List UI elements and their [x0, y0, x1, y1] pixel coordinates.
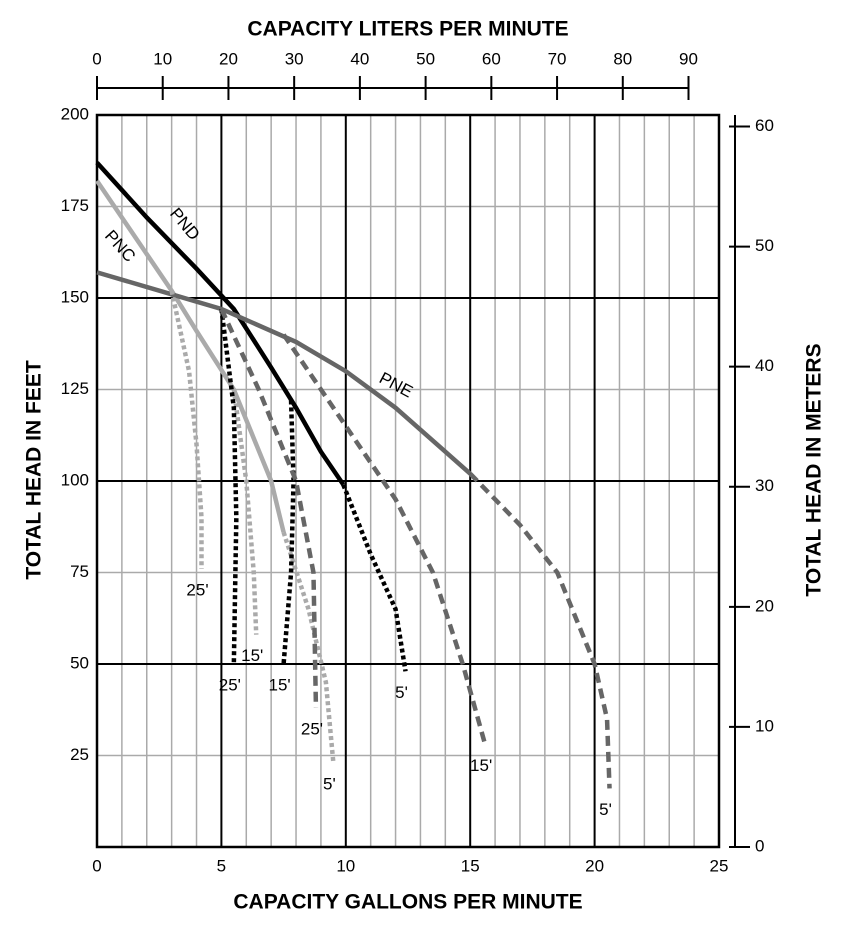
curve-label: 15' [470, 756, 492, 775]
y-tick-label: 75 [70, 562, 89, 581]
y2-axis-title: TOTAL HEAD IN METERS [803, 343, 826, 596]
x2-tick-label: 50 [416, 49, 435, 68]
y-tick-label: 175 [61, 196, 89, 215]
y2-tick-label: 60 [755, 116, 774, 135]
curve [169, 290, 204, 569]
curve [281, 400, 296, 665]
curve [219, 308, 319, 708]
curve-label: 5' [599, 800, 612, 819]
y-tick-label: 50 [70, 653, 89, 672]
y-tick-label: 125 [61, 379, 89, 398]
x2-tick-label: 10 [153, 49, 172, 68]
y2-tick-label: 30 [755, 476, 774, 495]
x-tick-label: 20 [585, 856, 604, 875]
curve [468, 472, 612, 789]
curve-label: 25' [301, 719, 323, 738]
curve [95, 179, 286, 533]
y-tick-label: 25 [70, 745, 89, 764]
x2-tick-label: 40 [350, 49, 369, 68]
x2-tick-label: 80 [613, 49, 632, 68]
curve-label: 25' [219, 675, 241, 694]
curve-label: 5' [395, 683, 408, 702]
x2-tick-label: 0 [92, 49, 101, 68]
x-tick-label: 25 [710, 856, 729, 875]
curve [281, 333, 488, 746]
y-tick-label: 150 [61, 287, 89, 306]
y2-tick-label: 50 [755, 236, 774, 255]
curve [219, 308, 239, 665]
y2-tick-label: 20 [755, 596, 774, 615]
curve-label: 15' [241, 646, 263, 665]
x2-tick-label: 30 [285, 49, 304, 68]
curve-label: 5' [323, 774, 336, 793]
x-tick-label: 0 [92, 856, 101, 875]
y2-tick-label: 40 [755, 356, 774, 375]
x-axis-title: CAPACITY GALLONS PER MINUTE [233, 891, 582, 914]
x-tick-label: 15 [461, 856, 480, 875]
y2-tick-label: 0 [755, 836, 764, 855]
x-tick-label: 10 [336, 856, 355, 875]
y-axis-title: TOTAL HEAD IN FEET [23, 360, 46, 580]
y-tick-label: 200 [61, 104, 89, 123]
y-tick-label: 100 [61, 470, 89, 489]
curve [281, 531, 336, 764]
curve-label: 15' [269, 675, 291, 694]
x-tick-label: 5 [217, 856, 226, 875]
curve [95, 161, 346, 486]
x2-tick-label: 60 [482, 49, 501, 68]
top-axis-title: CAPACITY LITERS PER MINUTE [247, 18, 568, 41]
x2-tick-label: 20 [219, 49, 238, 68]
x2-tick-label: 70 [548, 49, 567, 68]
plot-frame [95, 113, 721, 849]
curve-label: 25' [186, 580, 208, 599]
curve [341, 483, 408, 672]
curve [96, 270, 472, 476]
x2-tick-label: 90 [679, 49, 698, 68]
y2-tick-label: 10 [755, 716, 774, 735]
